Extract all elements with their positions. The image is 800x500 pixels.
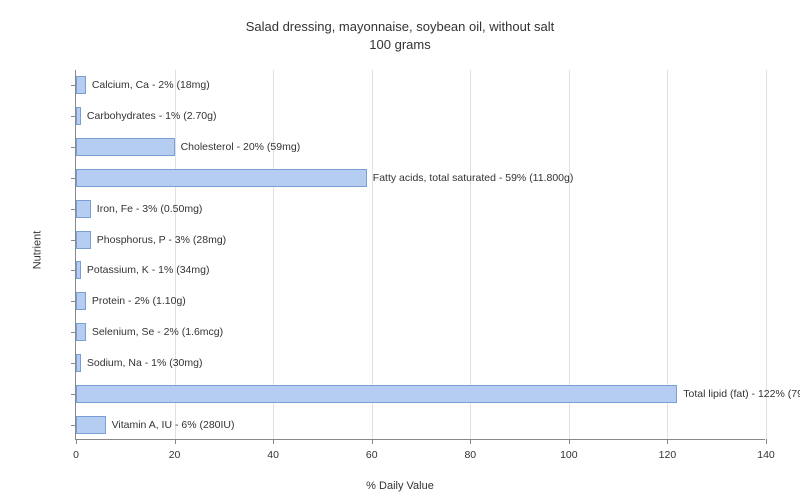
bar <box>76 76 86 94</box>
x-tick-label: 80 <box>464 449 476 461</box>
bar-label: Protein - 2% (1.10g) <box>92 292 186 310</box>
bar-label: Calcium, Ca - 2% (18mg) <box>92 76 210 94</box>
bar-label: Cholesterol - 20% (59mg) <box>181 138 301 156</box>
bar <box>76 169 367 187</box>
gridline <box>569 70 570 439</box>
gridline <box>470 70 471 439</box>
gridline <box>766 70 767 439</box>
gridline <box>372 70 373 439</box>
x-tick <box>766 439 767 444</box>
x-tick <box>175 439 176 444</box>
x-tick-label: 20 <box>169 449 181 461</box>
bar <box>76 231 91 249</box>
bar-label: Vitamin A, IU - 6% (280IU) <box>112 416 235 434</box>
bar-label: Carbohydrates - 1% (2.70g) <box>87 107 217 125</box>
x-tick-label: 60 <box>366 449 378 461</box>
bar-label: Sodium, Na - 1% (30mg) <box>87 354 203 372</box>
bar-label: Iron, Fe - 3% (0.50mg) <box>97 200 203 218</box>
bar <box>76 107 81 125</box>
bar-label: Selenium, Se - 2% (1.6mcg) <box>92 323 223 341</box>
bar <box>76 385 677 403</box>
bar <box>76 138 175 156</box>
x-tick <box>667 439 668 444</box>
bar-label: Potassium, K - 1% (34mg) <box>87 261 210 279</box>
x-axis-label: % Daily Value <box>366 480 434 492</box>
bar-label: Fatty acids, total saturated - 59% (11.8… <box>373 169 574 187</box>
bar <box>76 323 86 341</box>
x-tick <box>470 439 471 444</box>
bar <box>76 416 106 434</box>
x-tick <box>569 439 570 444</box>
chart-title-line-1: Salad dressing, mayonnaise, soybean oil,… <box>0 18 800 36</box>
y-axis-label: Nutrient <box>31 231 43 270</box>
nutrient-chart: Salad dressing, mayonnaise, soybean oil,… <box>0 0 800 500</box>
plot-area: 020406080100120140Calcium, Ca - 2% (18mg… <box>75 70 765 440</box>
gridline <box>175 70 176 439</box>
x-tick-label: 0 <box>73 449 79 461</box>
x-tick <box>273 439 274 444</box>
chart-title-area: Salad dressing, mayonnaise, soybean oil,… <box>0 0 800 54</box>
x-tick-label: 100 <box>560 449 578 461</box>
x-tick-label: 140 <box>757 449 775 461</box>
chart-title-line-2: 100 grams <box>0 36 800 54</box>
x-tick <box>372 439 373 444</box>
gridline <box>273 70 274 439</box>
x-tick-label: 40 <box>267 449 279 461</box>
gridline <box>667 70 668 439</box>
bar <box>76 261 81 279</box>
bar-label: Total lipid (fat) - 122% (79.40g) <box>683 385 800 403</box>
bar <box>76 354 81 372</box>
bar <box>76 292 86 310</box>
x-tick-label: 120 <box>659 449 677 461</box>
bar <box>76 200 91 218</box>
x-tick <box>76 439 77 444</box>
bar-label: Phosphorus, P - 3% (28mg) <box>97 231 226 249</box>
